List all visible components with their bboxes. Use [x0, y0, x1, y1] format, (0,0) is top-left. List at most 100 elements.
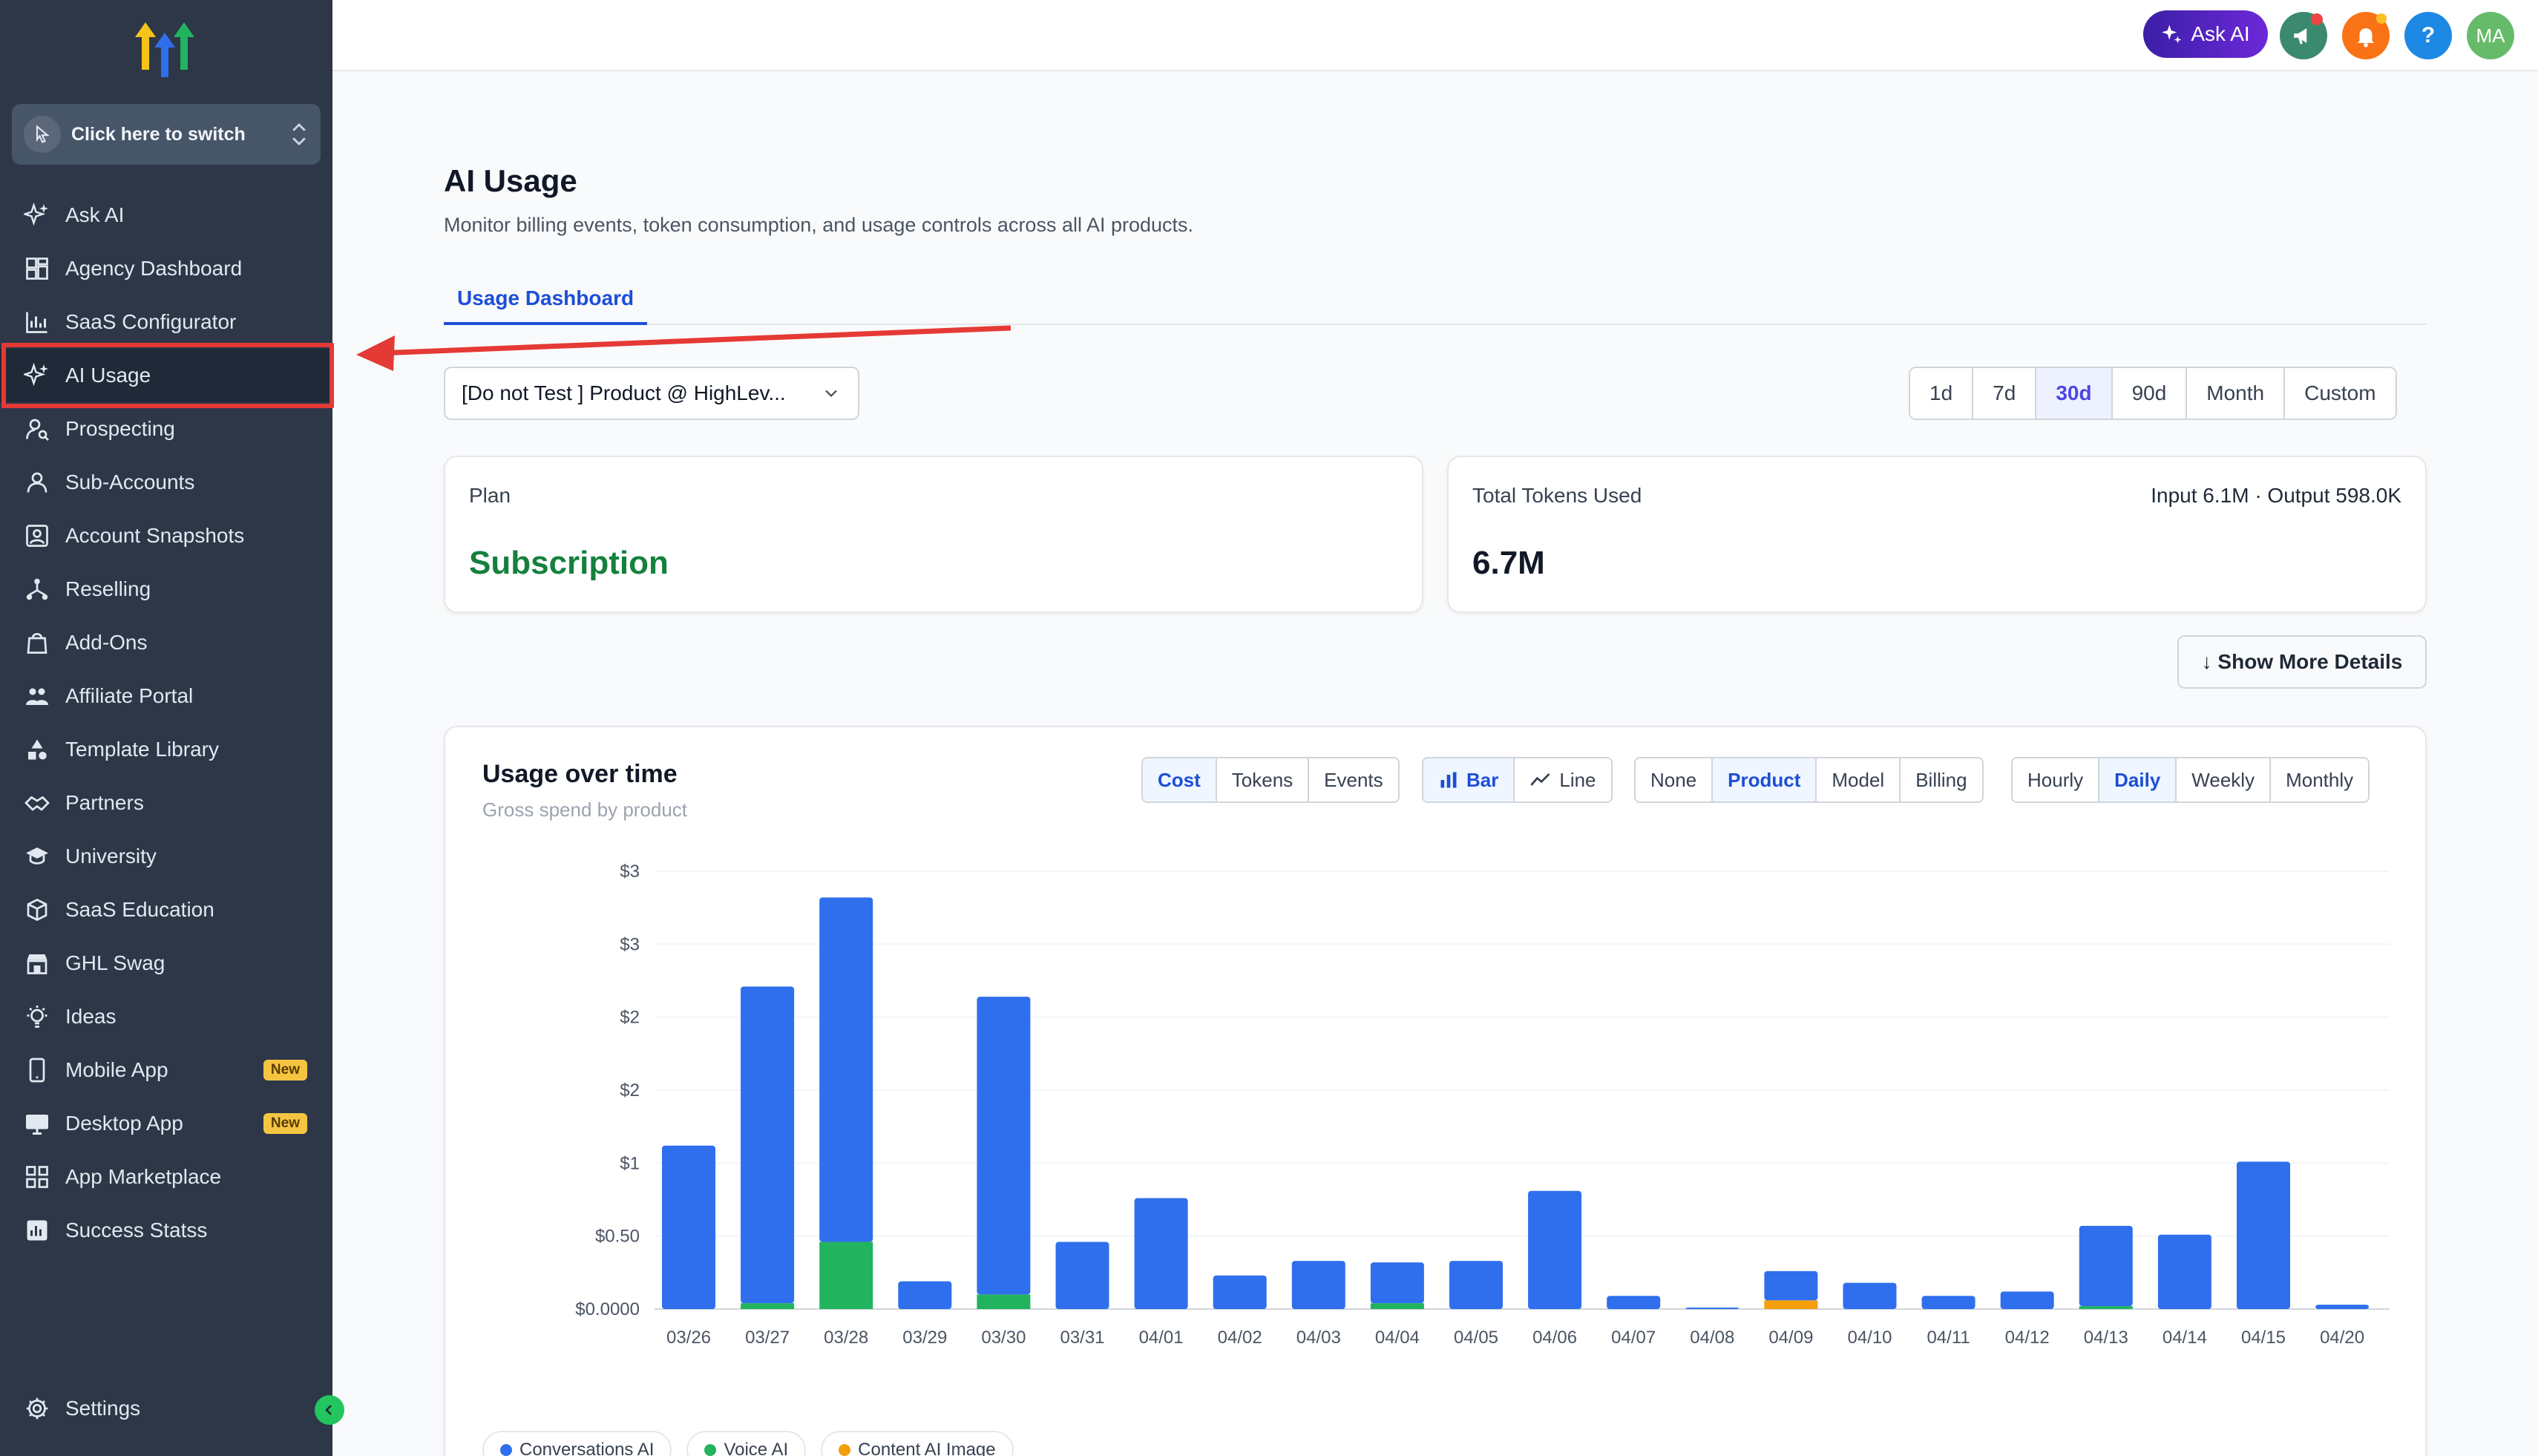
account-select[interactable]: [Do not Test ] Product @ HighLev... [444, 367, 859, 420]
network-icon [22, 574, 52, 604]
sidebar-item-label: Mobile App [65, 1058, 168, 1081]
sidebar-item-saas-configurator[interactable]: SaaS Configurator [0, 295, 332, 349]
range-90d-button[interactable]: 90d [2112, 368, 2188, 419]
tab-usage-dashboard[interactable]: Usage Dashboard [444, 276, 648, 325]
range-month-button[interactable]: Month [2187, 368, 2286, 419]
bar-segment[interactable] [1764, 1300, 1818, 1309]
bar-segment[interactable] [1685, 1308, 1739, 1310]
sidebar-item-mobile-app[interactable]: Mobile App New [0, 1043, 332, 1097]
interval-monthly-button[interactable]: Monthly [2271, 758, 2369, 801]
bar-segment[interactable] [2000, 1291, 2054, 1309]
view-bar-button[interactable]: Bar [1423, 758, 1515, 801]
bar-segment[interactable] [1213, 1275, 1267, 1309]
graduation-cap-icon [22, 842, 52, 871]
megaphone-icon [2294, 28, 2307, 45]
bar-segment[interactable] [662, 1145, 715, 1309]
sidebar-item-prospecting[interactable]: Prospecting [0, 402, 332, 456]
range-7d-button[interactable]: 7d [1973, 368, 2037, 419]
avatar[interactable]: MA [2467, 12, 2514, 59]
interval-daily-button[interactable]: Daily [2099, 758, 2177, 801]
account-switcher[interactable]: Click here to switch [12, 104, 321, 165]
sidebar-item-settings[interactable]: Settings [0, 1382, 332, 1435]
group-by-product-button[interactable]: Product [1713, 758, 1817, 801]
sidebar-item-agency-dashboard[interactable]: Agency Dashboard [0, 242, 332, 295]
brand-logo[interactable] [128, 18, 202, 82]
bar-segment[interactable] [1921, 1296, 1975, 1309]
bar-segment[interactable] [2079, 1225, 2133, 1307]
bar-segment[interactable] [1134, 1198, 1188, 1309]
new-badge: New [263, 1113, 307, 1134]
bar-segment[interactable] [898, 1281, 952, 1309]
sidebar-item-ask-ai[interactable]: Ask AI [0, 188, 332, 242]
notifications-button[interactable] [2342, 12, 2390, 59]
sidebar-item-label: Partners [65, 791, 144, 814]
ask-ai-button[interactable]: Ask AI [2143, 10, 2268, 58]
sidebar-item-template-library[interactable]: Template Library [0, 723, 332, 776]
sidebar-item-label: Sub-Accounts [65, 470, 195, 493]
sidebar-item-account-snapshots[interactable]: Account Snapshots [0, 509, 332, 563]
new-badge: New [263, 1060, 307, 1080]
usage-chart-card: Usage over time Gross spend by product C… [444, 726, 2427, 1456]
bar-segment[interactable] [1843, 1282, 1897, 1309]
announcements-button[interactable] [2280, 12, 2327, 59]
interval-hourly-button[interactable]: Hourly [2013, 758, 2100, 801]
sparkles-icon [22, 361, 52, 390]
sidebar-item-label: Prospecting [65, 417, 175, 440]
view-line-button[interactable]: Line [1515, 758, 1611, 801]
legend-item[interactable]: Content AI Image [821, 1431, 1014, 1456]
bar-segment[interactable] [1055, 1242, 1109, 1309]
bar-segment[interactable] [1528, 1190, 1582, 1309]
bar-segment[interactable] [1291, 1261, 1345, 1309]
bar-segment[interactable] [1449, 1261, 1503, 1309]
bar-segment[interactable] [741, 986, 795, 1304]
bar-segment[interactable] [1764, 1270, 1818, 1301]
sidebar-item-saas-education[interactable]: SaaS Education [0, 883, 332, 937]
sidebar-collapse-button[interactable] [315, 1395, 344, 1425]
chart-legend: Conversations AI Voice AI Content AI Image [482, 1431, 1014, 1456]
switcher-label: Click here to switch [71, 123, 246, 145]
sidebar-item-university[interactable]: University [0, 830, 332, 883]
bar-segment[interactable] [1370, 1303, 1424, 1309]
sidebar-item-ideas[interactable]: Ideas [0, 990, 332, 1043]
sidebar-item-affiliate-portal[interactable]: Affiliate Portal [0, 669, 332, 723]
sidebar-item-success-statss[interactable]: Success Statss [0, 1204, 332, 1257]
bar-segment[interactable] [2237, 1161, 2290, 1309]
sidebar-item-ghl-swag[interactable]: GHL Swag [0, 937, 332, 990]
sidebar-item-sub-accounts[interactable]: Sub-Accounts [0, 456, 332, 509]
legend-item[interactable]: Conversations AI [482, 1431, 672, 1456]
group-by-billing-button[interactable]: Billing [1901, 758, 1982, 801]
help-button[interactable]: ? [2404, 12, 2452, 59]
bar-segment[interactable] [2157, 1234, 2211, 1309]
metric-tokens-button[interactable]: Tokens [1216, 758, 1310, 801]
legend-item[interactable]: Voice AI [686, 1431, 807, 1456]
metric-cost-button[interactable]: Cost [1143, 758, 1217, 801]
range-1d-button[interactable]: 1d [1910, 368, 1974, 419]
bar-segment[interactable] [819, 897, 873, 1242]
sidebar-item-add-ons[interactable]: Add-Ons [0, 616, 332, 669]
sidebar-item-reselling[interactable]: Reselling [0, 563, 332, 616]
range-30d-button[interactable]: 30d [2036, 368, 2113, 419]
sidebar-item-label: App Marketplace [65, 1165, 222, 1188]
metric-events-button[interactable]: Events [1309, 758, 1398, 801]
sidebar-item-app-marketplace[interactable]: App Marketplace [0, 1150, 332, 1204]
range-custom-button[interactable]: Custom [2285, 368, 2396, 419]
group-by-none-button[interactable]: None [1636, 758, 1714, 801]
bar-segment[interactable] [2079, 1306, 2133, 1309]
sidebar-item-partners[interactable]: Partners [0, 776, 332, 830]
sidebar-item-desktop-app[interactable]: Desktop App New [0, 1097, 332, 1150]
bar-segment[interactable] [977, 997, 1031, 1295]
bar-segment[interactable] [2315, 1305, 2370, 1309]
sidebar-item-ai-usage[interactable]: AI Usage [0, 349, 332, 402]
x-tick-label: 04/20 [2320, 1328, 2364, 1348]
bar-segment[interactable] [1370, 1262, 1424, 1304]
x-tick-label: 04/12 [2005, 1328, 2050, 1348]
page-subtitle: Monitor billing events, token consumptio… [444, 214, 1194, 236]
bar-segment[interactable] [1607, 1296, 1661, 1309]
bar-segment[interactable] [819, 1242, 873, 1309]
bar-segment[interactable] [741, 1303, 795, 1309]
bar-segment[interactable] [977, 1294, 1031, 1309]
x-tick-label: 04/03 [1296, 1328, 1341, 1348]
show-more-details-button[interactable]: ↓ Show More Details [2177, 635, 2427, 689]
interval-weekly-button[interactable]: Weekly [2177, 758, 2272, 801]
group-by-model-button[interactable]: Model [1817, 758, 1901, 801]
